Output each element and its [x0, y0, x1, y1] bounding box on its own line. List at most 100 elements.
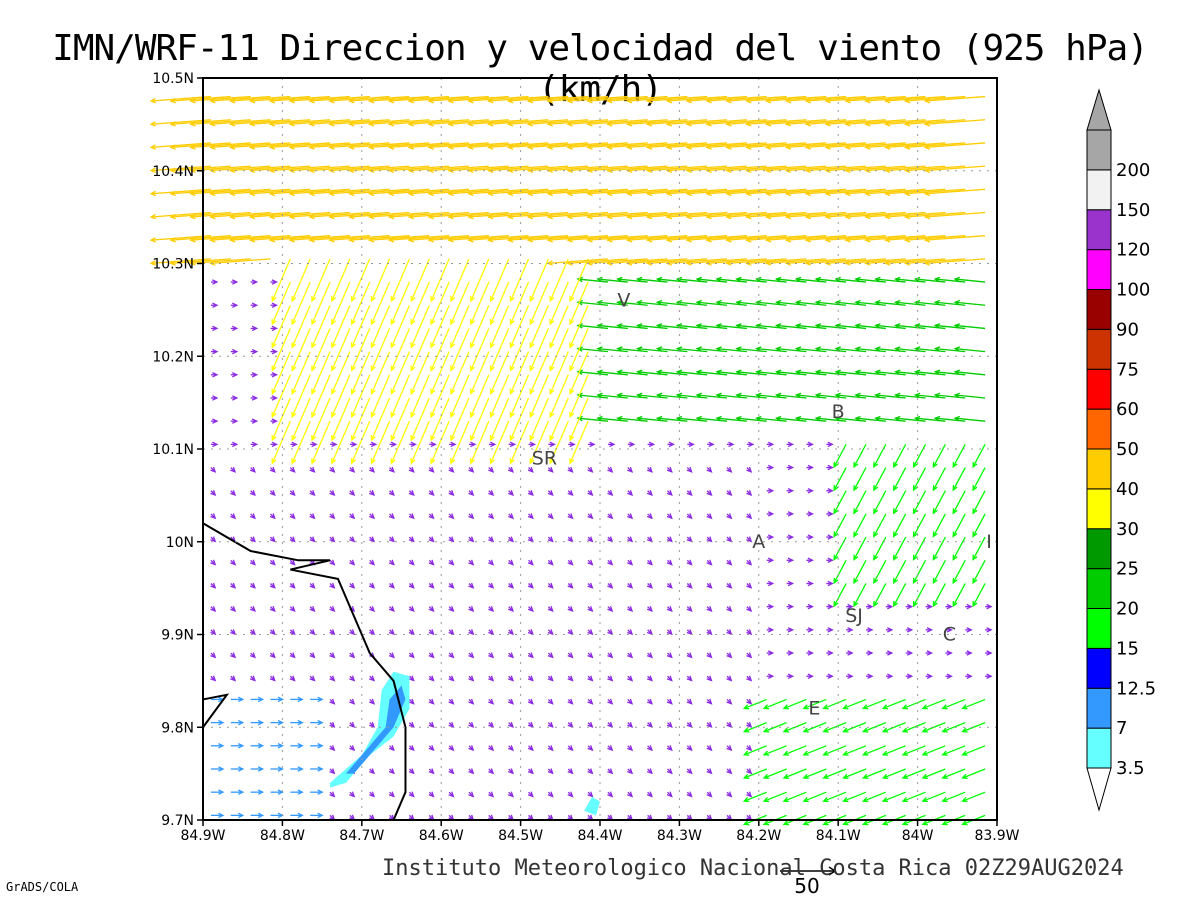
- wind-arrow: [527, 629, 534, 636]
- wind-arrow: [826, 650, 834, 656]
- wind-arrow: [249, 490, 256, 497]
- wind-arrow: [746, 490, 753, 497]
- wind-arrow: [450, 420, 470, 465]
- wind-arrow: [726, 605, 733, 612]
- wind-arrow: [408, 721, 415, 728]
- wind-arrow: [408, 768, 415, 775]
- wind-arrow: [755, 392, 787, 399]
- wind-arrow: [428, 559, 435, 566]
- wind-arrow: [814, 276, 847, 283]
- wind-arrow: [782, 791, 807, 803]
- wind-arrow: [468, 698, 475, 705]
- wind-arrow: [824, 119, 886, 127]
- wind-arrow: [390, 281, 411, 326]
- wind-arrow: [450, 304, 470, 349]
- wind-arrow: [526, 165, 589, 174]
- wind-arrow: [270, 441, 278, 448]
- wind-arrow: [726, 768, 733, 775]
- wind-arrow: [881, 698, 906, 710]
- wind-arrow: [349, 745, 356, 752]
- wind-arrow: [606, 188, 668, 197]
- wind-arrow: [646, 721, 653, 728]
- wind-arrow: [468, 559, 475, 566]
- colorbar-label: 90: [1116, 319, 1139, 340]
- wind-arrow: [616, 346, 648, 353]
- wind-arrow: [932, 583, 946, 608]
- wind-arrow: [489, 281, 510, 326]
- wind-arrow: [706, 582, 713, 589]
- wind-arrow: [310, 789, 324, 795]
- wind-arrow: [746, 629, 753, 636]
- wind-arrow: [627, 629, 634, 636]
- wind-arrow: [567, 814, 574, 821]
- wind-arrow: [328, 188, 390, 197]
- wind-arrow: [309, 466, 316, 473]
- wind-arrow: [350, 374, 371, 419]
- wind-arrow: [567, 490, 574, 497]
- wind-arrow: [248, 211, 311, 220]
- x-tick-label: 84.5W: [498, 828, 543, 844]
- y-tick-label: 10.5N: [152, 71, 194, 87]
- wind-arrow: [645, 258, 708, 266]
- wind-arrow: [925, 673, 934, 679]
- wind-arrow: [248, 95, 311, 104]
- wind-arrow: [586, 188, 648, 197]
- wind-arrow: [665, 188, 728, 197]
- wind-arrow: [370, 328, 391, 372]
- coastline: [202, 522, 407, 821]
- wind-arrow: [189, 258, 251, 266]
- wind-arrow: [369, 513, 376, 520]
- wind-arrow: [566, 142, 628, 150]
- wind-arrow: [814, 392, 847, 399]
- wind-arrow: [448, 536, 455, 543]
- wind-arrow: [814, 369, 847, 376]
- wind-arrow: [646, 536, 653, 543]
- coastline-line: [202, 693, 230, 728]
- wind-arrow: [965, 627, 973, 633]
- wind-arrow: [189, 235, 251, 243]
- wind-arrow: [881, 768, 906, 779]
- wind-arrow: [448, 745, 455, 752]
- place-label: V: [617, 290, 630, 312]
- wind-arrow: [230, 719, 245, 726]
- wind-arrow: [367, 165, 430, 174]
- wind-arrow: [268, 95, 331, 104]
- wind-arrow: [248, 119, 311, 127]
- wind-arrow: [784, 142, 847, 150]
- wind-arrow: [686, 675, 693, 682]
- wind-arrow: [269, 559, 276, 566]
- wind-arrow: [291, 258, 311, 303]
- reference-arrowhead: [828, 866, 837, 876]
- wind-arrow: [468, 675, 475, 682]
- wind-arrow: [903, 142, 966, 150]
- wind-arrow: [230, 812, 245, 819]
- wind-arrow: [873, 559, 887, 585]
- wind-arrow: [448, 652, 455, 659]
- wind-arrow: [230, 652, 237, 659]
- wind-arrow: [507, 721, 514, 728]
- wind-arrow: [646, 652, 653, 659]
- wind-arrow: [636, 323, 668, 330]
- wind-arrow: [289, 605, 296, 612]
- wind-arrow: [695, 299, 728, 306]
- wind-arrow: [149, 211, 211, 220]
- wind-arrow: [448, 582, 455, 589]
- wind-arrow: [695, 323, 728, 330]
- wind-arrow: [774, 299, 807, 306]
- wind-arrow: [448, 791, 455, 798]
- wind-arrow: [861, 745, 887, 756]
- wind-arrow: [686, 513, 693, 520]
- wind-arrow: [646, 466, 653, 473]
- wind-arrow: [706, 536, 713, 543]
- wind-arrow: [149, 235, 211, 243]
- wind-arrow: [329, 629, 336, 636]
- wind-arrow: [913, 415, 946, 422]
- wind-arrow: [645, 142, 708, 150]
- wind-arrow: [210, 743, 225, 749]
- wind-arrow: [387, 119, 450, 127]
- wind-arrow: [865, 627, 874, 633]
- wind-arrow: [308, 188, 370, 197]
- wind-arrow: [826, 534, 834, 540]
- wind-arrow: [804, 188, 867, 197]
- colorbar-swatch: [1086, 687, 1112, 729]
